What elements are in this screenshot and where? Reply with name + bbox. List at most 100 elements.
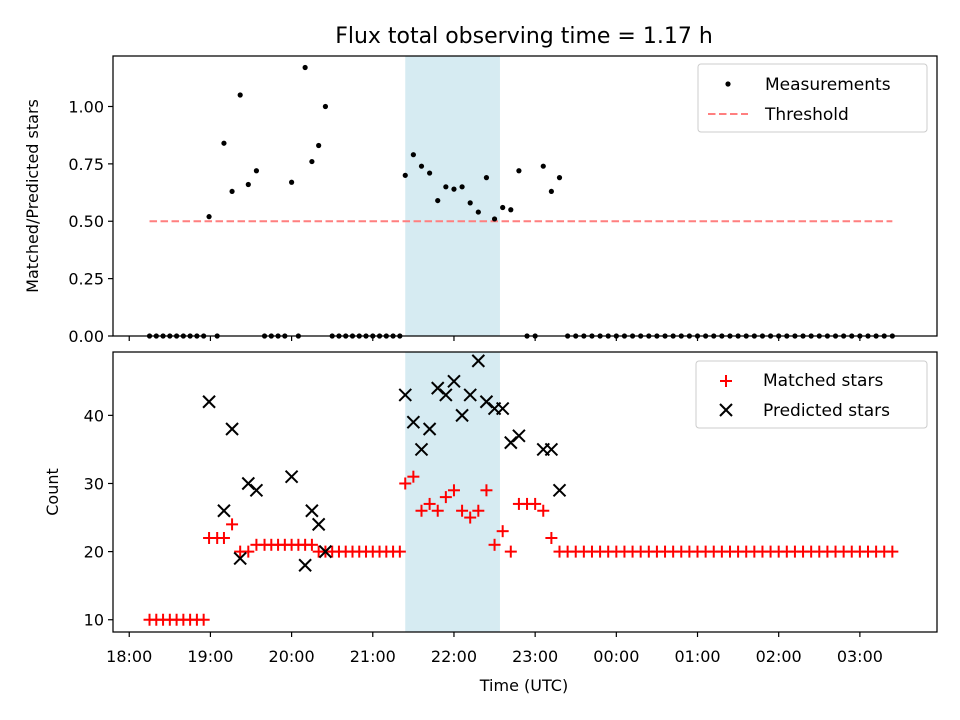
predicted-legend-label: Predicted stars (763, 401, 890, 421)
predicted-star-point (447, 374, 461, 389)
measurement-point (491, 216, 498, 222)
measurement-point (427, 170, 433, 176)
measurement-point (237, 92, 243, 98)
matched-legend-label: Matched stars (763, 371, 883, 391)
predicted-star-point (463, 388, 477, 402)
predicted-star-point (284, 469, 299, 484)
y-tick-label: 40 (84, 406, 104, 425)
predicted-star-point (422, 422, 437, 436)
predicted-star-point (217, 504, 231, 518)
predicted-star-point (406, 415, 421, 429)
measurement-point (402, 172, 408, 178)
measurement-point (459, 184, 465, 190)
predicted-star-point (512, 429, 526, 443)
matched-star-point (447, 484, 460, 497)
matched-star-point (439, 491, 452, 504)
matched-star-point (886, 545, 899, 558)
top-y-ticks: 0.00 0.25 0.50 0.75 1.00 (68, 97, 113, 346)
y-tick-label: 10 (84, 611, 104, 630)
predicted-star-point (495, 401, 510, 416)
predicted-star-point (249, 483, 264, 498)
measurement-point (443, 184, 449, 190)
bottom-axes-frame (112, 351, 938, 633)
predicted-star-point (305, 504, 319, 518)
measurement-point (245, 181, 251, 188)
predicted-star-point (225, 422, 239, 436)
measurement-point (309, 158, 315, 165)
y-tick-label: 0.25 (68, 270, 104, 289)
measurement-point (435, 197, 441, 204)
top-legend-box (697, 63, 928, 133)
x-tick-label: 19:00 (187, 647, 233, 666)
x-tick-label: 20:00 (269, 647, 315, 666)
matched-star-point (399, 477, 412, 490)
matched-star-point (423, 497, 436, 510)
bottom-y-ticks: 10 20 30 40 (84, 406, 113, 630)
measurement-point (516, 168, 522, 174)
x-tick-label: 01:00 (674, 647, 720, 666)
matched-star-point (431, 504, 444, 517)
measurement-point (302, 64, 308, 71)
x-tick-label: 02:00 (756, 647, 802, 666)
y-tick-label: 20 (84, 543, 104, 562)
bottom-legend: Matched stars Predicted stars (695, 360, 928, 429)
matched-star-point (537, 504, 550, 517)
measurements-legend-marker (725, 81, 731, 87)
y-tick-label: 0.75 (68, 155, 104, 174)
predicted-star-point (455, 408, 469, 423)
matched-legend-marker (720, 375, 732, 387)
y-tick-label: 0.00 (68, 327, 104, 346)
predicted-star-point (202, 395, 216, 409)
chart-title: Flux total observing time = 1.17 h (335, 24, 713, 49)
matched-star-point (393, 545, 406, 558)
threshold-legend-label: Threshold (764, 105, 849, 125)
measurement-point (410, 152, 416, 158)
measurement-point (508, 207, 514, 213)
matched-star-point (464, 511, 477, 524)
predicted-star-point (311, 517, 326, 532)
x-tick-label: 03:00 (837, 647, 883, 666)
measurement-point (418, 163, 425, 169)
bottom-y-axis-label: Count (43, 468, 62, 516)
predicted-star-point (544, 442, 559, 457)
measurement-point (221, 140, 227, 146)
top-panel: 0.00 0.25 0.50 0.75 1.00 Matched/Predicted s… (23, 55, 938, 346)
matched-star-point (407, 470, 420, 483)
matched-star-point (226, 518, 239, 531)
measurement-point (500, 204, 506, 211)
matched-star-point (529, 497, 542, 510)
x-tick-label: 23:00 (512, 647, 558, 666)
matched-star-point (480, 484, 493, 497)
bottom-x-ticks: 18:00 19:00 20:00 21:00 22:00 23:00 00:00 01:00… (106, 632, 883, 666)
x-tick-label: 22:00 (431, 647, 477, 666)
x-tick-label: 21:00 (350, 647, 396, 666)
matched-star-point (545, 531, 558, 544)
matched-star-point (488, 538, 501, 551)
top-legend: Measurements Threshold (697, 63, 928, 133)
predicted-star-point (298, 558, 312, 572)
measurement-point (483, 175, 490, 181)
measurement-point (253, 168, 260, 174)
predicted-star-point (552, 483, 567, 498)
observing-window-shade (405, 56, 500, 336)
matched-star-point (217, 531, 230, 544)
measurement-point (475, 209, 481, 215)
predicted-star-point (318, 544, 333, 559)
matched-star-point (197, 613, 210, 626)
x-axis-label: Time (UTC) (479, 676, 568, 695)
matched-star-point (305, 538, 318, 551)
predicted-legend-marker (719, 403, 733, 417)
matched-star-point (472, 504, 485, 517)
x-tick-label: 18:00 (106, 647, 152, 666)
measurement-point (548, 188, 554, 195)
matched-star-point (242, 545, 255, 558)
measurement-point (451, 186, 457, 192)
measurement-point (556, 175, 563, 181)
matched-star-point (496, 525, 509, 538)
measurement-point (467, 200, 473, 206)
predicted-star-point (471, 354, 486, 368)
measurement-point (316, 142, 322, 149)
predicted-star-point (439, 388, 453, 402)
measurement-point (229, 188, 235, 195)
